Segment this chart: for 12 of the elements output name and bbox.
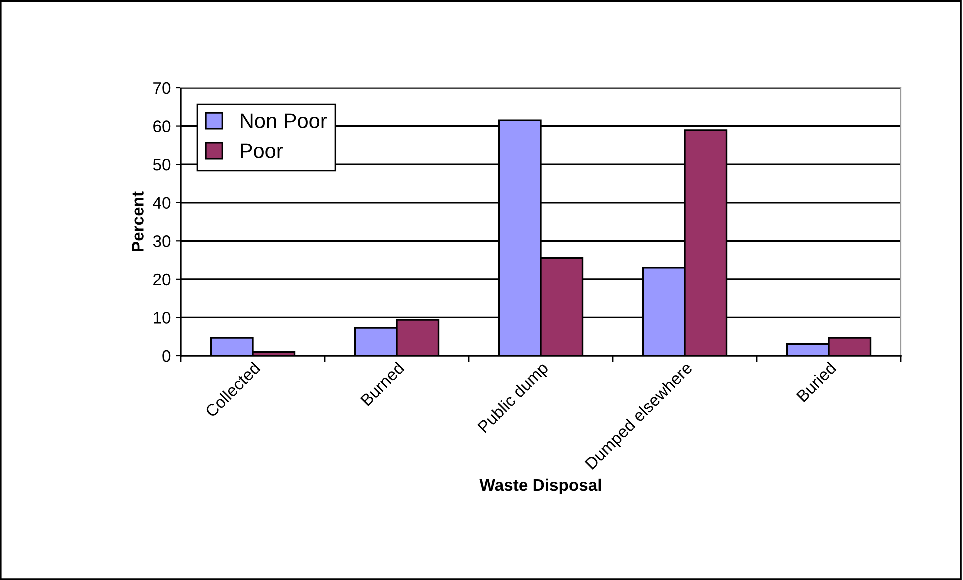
y-tick-label: 10 xyxy=(154,312,171,324)
y-tick-label: 60 xyxy=(154,120,171,132)
y-tick-label: 20 xyxy=(154,274,171,286)
x-axis-title: Waste Disposal xyxy=(480,478,602,494)
legend-label: Non Poor xyxy=(241,114,327,128)
legend-label: Poor xyxy=(241,144,283,158)
y-tick-label: 0 xyxy=(162,350,171,362)
y-tick-label: 40 xyxy=(153,197,171,210)
y-tick-label: 70 xyxy=(154,82,171,94)
y-axis-title: Percent xyxy=(132,192,144,252)
y-tick-label: 30 xyxy=(153,236,171,248)
y-tick-label: 50 xyxy=(153,158,171,171)
